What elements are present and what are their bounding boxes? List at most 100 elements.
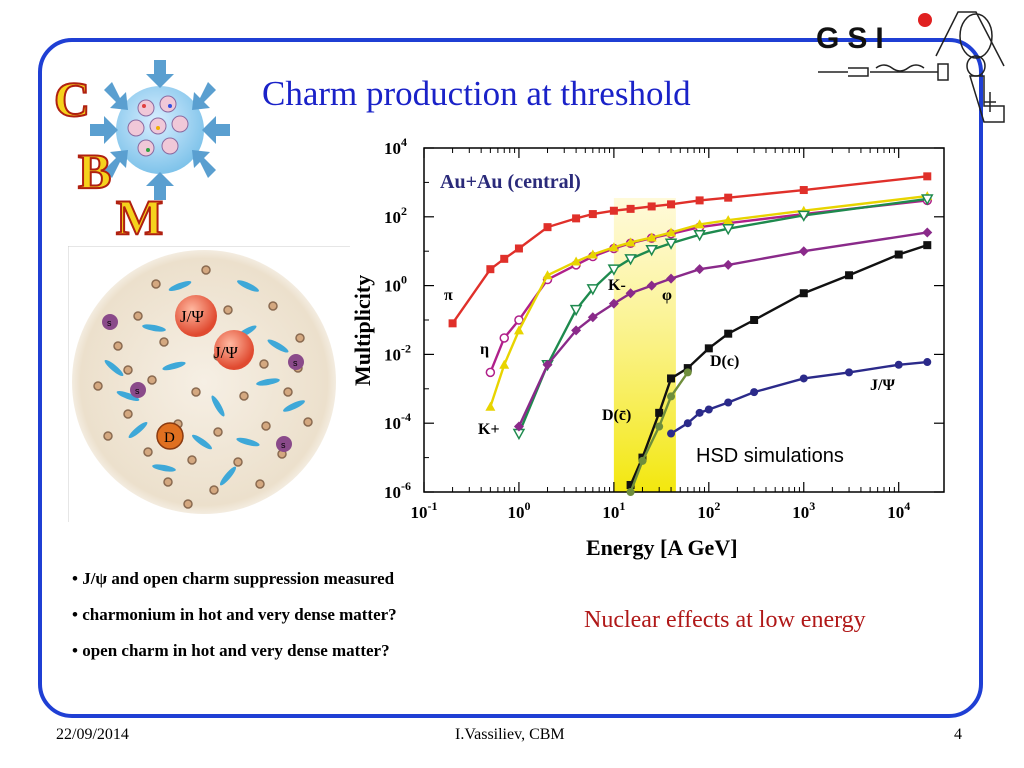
y-tick-label: 10-2 <box>384 341 411 364</box>
data-point <box>647 202 656 211</box>
y-tick-label: 100 <box>384 273 407 296</box>
x-tick-label: 104 <box>887 499 910 522</box>
data-point <box>845 368 854 377</box>
data-point <box>655 422 664 431</box>
fireball-disk <box>72 250 336 514</box>
series-line <box>629 244 928 486</box>
y-tick-label: 10-4 <box>384 410 411 433</box>
data-point <box>894 250 903 259</box>
data-point <box>587 312 598 323</box>
footer-date: 22/09/2014 <box>56 726 129 743</box>
chart-title: Au+Au (central) <box>440 171 581 193</box>
x-tick-label: 103 <box>792 499 815 522</box>
logo-letter-c: C <box>54 71 90 127</box>
data-point <box>588 210 597 219</box>
jpsi-label: J/Ψ <box>180 307 204 326</box>
logo-letter-b: B <box>78 143 111 199</box>
strange-label-3: s <box>293 358 298 368</box>
series-line <box>517 197 928 435</box>
series-label: D(c) <box>710 353 739 370</box>
data-point <box>586 284 600 296</box>
data-point <box>667 374 676 383</box>
series-6 <box>626 368 692 496</box>
data-point <box>542 359 553 370</box>
data-point <box>499 333 509 343</box>
data-point <box>513 421 524 432</box>
data-point <box>724 398 733 407</box>
data-point <box>514 244 523 253</box>
strange-label-1: s <box>107 318 112 328</box>
slide-frame <box>38 38 983 718</box>
data-point <box>724 329 733 338</box>
y-tick-label: 104 <box>384 135 407 158</box>
series-5 <box>626 241 932 489</box>
data-point <box>607 264 621 276</box>
data-point <box>624 254 637 266</box>
data-point <box>626 204 635 213</box>
data-point <box>486 265 495 274</box>
data-point <box>922 227 933 238</box>
bullet-item: • open charm in hot and very dense matte… <box>72 641 390 660</box>
y-tick-label: 10-6 <box>384 479 411 502</box>
data-point <box>608 298 619 309</box>
data-point <box>638 456 647 465</box>
data-point <box>683 419 692 428</box>
data-point <box>448 319 457 328</box>
jpsi-particle <box>175 295 217 337</box>
bullet-item: • J/ψ and open charm suppression measure… <box>72 569 395 588</box>
data-point <box>608 242 619 252</box>
x-tick-label: 100 <box>507 499 530 522</box>
series-0 <box>448 172 932 328</box>
data-point <box>667 392 676 401</box>
data-point <box>750 388 759 397</box>
fireball-illustration: J/Ψ J/Ψ D s s s s <box>68 246 350 522</box>
data-point <box>667 429 676 438</box>
data-point <box>667 200 676 209</box>
data-point <box>485 367 496 378</box>
data-point <box>694 219 705 229</box>
x-tick-label: 102 <box>697 499 720 522</box>
data-point <box>571 256 582 266</box>
data-point <box>750 316 759 324</box>
strange-label-2: s <box>135 386 140 396</box>
data-point <box>704 344 713 353</box>
data-point <box>571 325 582 336</box>
footer-page-number: 4 <box>954 726 962 743</box>
gsi-dot-icon <box>918 13 932 27</box>
gluon-strings <box>104 280 305 486</box>
data-point <box>655 408 664 417</box>
data-point <box>797 210 811 222</box>
data-point <box>683 368 692 377</box>
x-tick-label: 101 <box>602 499 625 522</box>
series-line <box>517 231 928 428</box>
series-label: φ <box>662 287 672 304</box>
series-label: J/Ψ <box>870 377 895 394</box>
data-point <box>723 215 734 225</box>
data-point <box>693 230 706 242</box>
bullet-item: • charmonium in hot and very dense matte… <box>72 605 397 624</box>
data-point <box>572 214 581 223</box>
data-point <box>646 232 657 242</box>
data-point <box>645 245 658 257</box>
data-point <box>664 238 678 250</box>
data-point <box>923 358 932 367</box>
data-point <box>513 325 524 335</box>
data-point <box>542 270 553 280</box>
data-point <box>625 237 636 247</box>
gsi-logo: GSI <box>816 11 1005 123</box>
data-point <box>798 246 809 257</box>
series-3 <box>512 194 934 441</box>
jpsi-particle-2 <box>214 330 254 370</box>
series-label: η <box>480 341 489 358</box>
data-point <box>694 264 705 275</box>
strange-label-4: s <box>281 440 286 450</box>
series-line <box>670 360 928 435</box>
data-point <box>499 359 510 369</box>
series-label: K- <box>608 277 626 294</box>
data-point <box>626 480 635 489</box>
data-point <box>587 249 598 259</box>
jpsi-label-2: J/Ψ <box>214 343 238 362</box>
data-point <box>569 304 583 317</box>
series-4 <box>513 227 933 432</box>
data-point <box>799 374 808 383</box>
